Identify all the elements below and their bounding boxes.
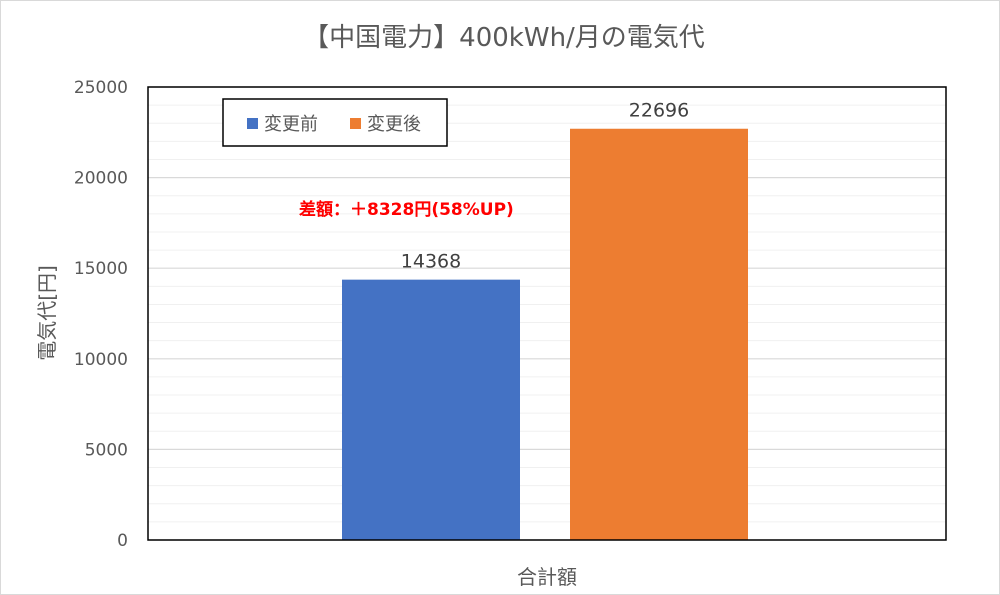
data-label-after: 22696 xyxy=(629,100,689,122)
y-tick-label: 5000 xyxy=(85,440,128,460)
y-tick-label: 15000 xyxy=(74,259,128,279)
data-labels: 14368 22696 xyxy=(401,100,689,273)
gridlines xyxy=(148,86,946,541)
x-axis-label: 合計額 xyxy=(517,565,577,589)
y-tick-label: 0 xyxy=(117,531,128,551)
legend-swatch-after xyxy=(350,118,361,129)
bar-after xyxy=(570,128,748,540)
y-axis-ticks: 0 5000 10000 15000 20000 25000 xyxy=(74,78,128,551)
chart-title: 【中国電力】400kWh/月の電気代 xyxy=(303,23,705,53)
bar-before xyxy=(342,279,520,540)
data-label-before: 14368 xyxy=(401,251,461,273)
legend-label-before: 変更前 xyxy=(264,114,318,135)
bars xyxy=(342,128,748,540)
y-tick-label: 25000 xyxy=(74,78,128,98)
y-tick-label: 20000 xyxy=(74,169,128,189)
y-axis-label: 電気代[円] xyxy=(35,265,59,361)
legend-label-after: 変更後 xyxy=(367,114,421,135)
legend: 変更前 変更後 xyxy=(222,98,448,147)
legend-swatch-before xyxy=(247,118,258,129)
plot-area-border xyxy=(147,86,947,541)
y-tick-label: 10000 xyxy=(74,350,128,370)
legend-box xyxy=(222,98,448,147)
difference-annotation: 差額：＋8328円(58%UP) xyxy=(299,199,514,220)
